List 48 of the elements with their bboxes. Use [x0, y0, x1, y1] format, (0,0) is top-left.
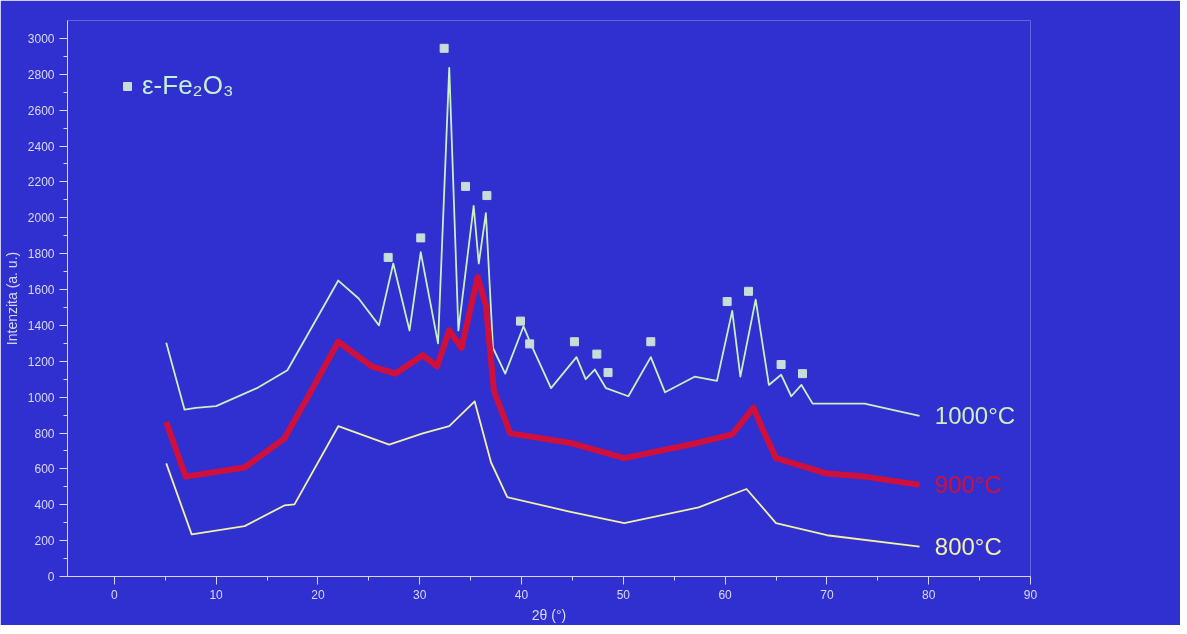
y-tick-label: 2600 — [27, 103, 55, 118]
x-tick-label: 80 — [922, 587, 936, 602]
y-tick-label: 2000 — [27, 211, 55, 226]
y-tick-label: 800 — [34, 426, 55, 441]
point — [776, 360, 786, 369]
y-tick-label: 200 — [34, 534, 55, 549]
series-label: 900°C — [934, 471, 1002, 499]
y-tick-label: 2800 — [27, 67, 55, 82]
point — [383, 252, 393, 262]
line-series — [165, 400, 921, 548]
point — [722, 297, 732, 307]
y-tick-label: 1000 — [27, 390, 55, 405]
y-tick-label: 600 — [34, 462, 55, 477]
y-tick-label: 400 — [34, 498, 55, 513]
y-tick-label: 1200 — [27, 354, 55, 369]
point — [461, 181, 471, 191]
x-tick-label: 50 — [616, 587, 631, 602]
point — [416, 233, 426, 243]
x-tick-label: 60 — [718, 587, 733, 602]
x-tick-label: 30 — [413, 587, 427, 602]
y-axis-title: Intenzita (a. u.) — [3, 251, 20, 346]
series-label: 1000°C — [934, 402, 1016, 430]
y-tick-label: 0 — [47, 570, 55, 584]
y-tick-label: 3000 — [27, 31, 55, 46]
x-tick-label: 70 — [820, 587, 834, 602]
x-tick-label: 40 — [514, 587, 529, 602]
x-tick-label: 0 — [110, 587, 118, 602]
y-tick-label: 2400 — [27, 139, 55, 154]
point — [797, 369, 807, 379]
x-axis-title: 2θ (°) — [531, 606, 567, 623]
point — [569, 337, 579, 347]
x-tick-label: 10 — [209, 587, 224, 602]
point — [525, 339, 535, 349]
x-tick-label: 90 — [1023, 587, 1038, 602]
series-label: 800°C — [934, 533, 1002, 561]
point — [603, 368, 613, 378]
point — [744, 286, 754, 296]
y-tick-label: 1800 — [27, 247, 55, 262]
y-tick-label: 2200 — [27, 175, 55, 190]
x-tick-label: 20 — [311, 587, 325, 602]
point — [516, 316, 525, 326]
legend-label: ε-Fe₂O₃ — [142, 70, 234, 101]
point — [482, 191, 492, 201]
point — [439, 43, 449, 53]
point — [592, 349, 602, 359]
point — [646, 337, 656, 347]
y-tick-label: 1600 — [27, 283, 55, 298]
y-tick-label: 1400 — [27, 318, 55, 333]
